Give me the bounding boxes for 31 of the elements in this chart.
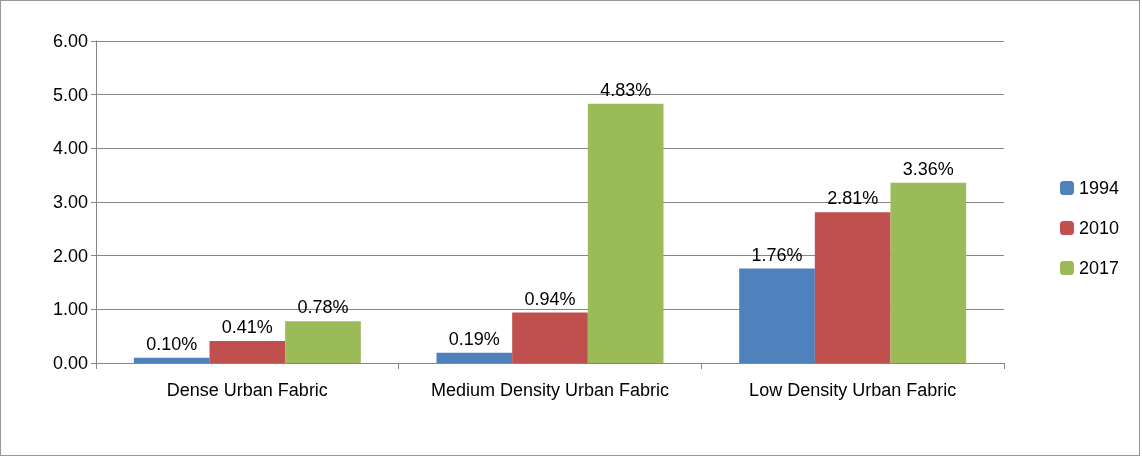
data-label: 4.83%: [600, 79, 652, 100]
y-tick-label: 2.00: [52, 245, 88, 266]
x-tick-label: Dense Urban Fabric: [166, 380, 328, 400]
bar: [133, 357, 210, 363]
data-label: 0.78%: [297, 297, 349, 318]
data-label: 2.81%: [827, 188, 879, 209]
legend-label: 2010: [1078, 218, 1119, 238]
data-label: 3.36%: [902, 158, 954, 179]
y-tick-label: 4.00: [52, 138, 88, 159]
data-label: 0.10%: [146, 333, 198, 354]
y-tick-label: 1.00: [52, 299, 88, 320]
bar: [587, 103, 664, 363]
bar: [814, 212, 891, 363]
bar: [436, 352, 513, 363]
bar: [285, 321, 361, 363]
bar: [739, 268, 815, 363]
data-label: 0.41%: [221, 317, 273, 337]
data-label: 0.19%: [448, 328, 500, 349]
data-label: 1.76%: [751, 244, 803, 265]
bar: [512, 312, 588, 363]
legend-label: 1994: [1078, 178, 1119, 198]
bar: [890, 182, 967, 363]
y-tick-label: 0.00: [52, 353, 88, 373]
x-tick-label: Low Density Urban Fabric: [749, 380, 957, 400]
y-tick-label: 5.00: [52, 84, 88, 105]
y-tick-label: 6.00: [52, 31, 88, 51]
legend-label: 2017: [1078, 258, 1119, 278]
x-tick-label: Medium Density Urban Fabric: [430, 380, 670, 400]
y-tick-label: 3.00: [52, 192, 88, 212]
data-label: 0.94%: [524, 288, 576, 309]
bar: [209, 341, 286, 363]
